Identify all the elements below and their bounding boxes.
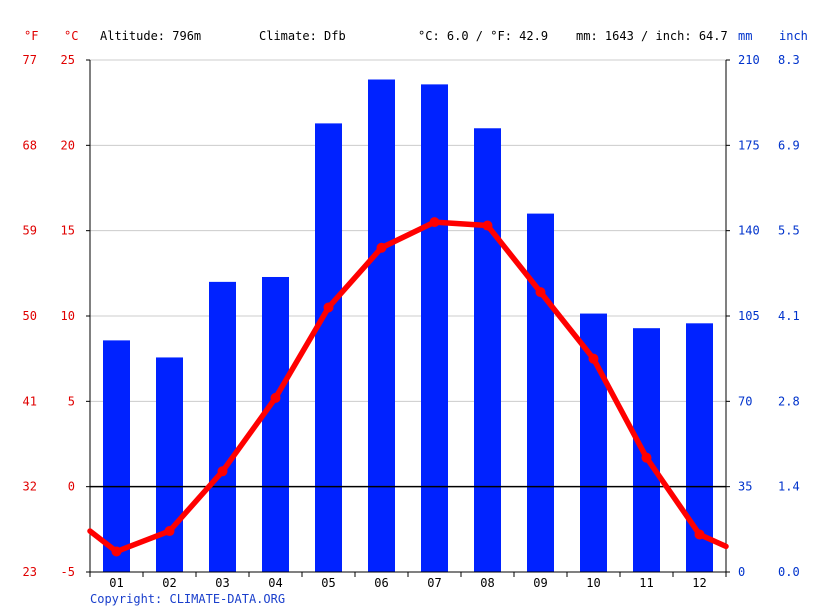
- precipitation-bar: [368, 79, 395, 572]
- temperature-point: [376, 242, 387, 253]
- celsius-tick-label: 25: [61, 53, 75, 67]
- altitude-label: Altitude: 796m: [100, 29, 202, 43]
- inch-tick-label: 8.3: [778, 53, 800, 67]
- fahrenheit-tick-label: 77: [23, 53, 37, 67]
- temperature-average-label: °C: 6.0 / °F: 42.9: [418, 29, 549, 43]
- temperature-point: [217, 466, 228, 477]
- celsius-tick-label: 20: [61, 138, 75, 152]
- mm-tick-label: 210: [738, 53, 760, 67]
- month-label: 09: [533, 576, 547, 590]
- mm-tick-label: 105: [738, 309, 760, 323]
- month-label: 08: [480, 576, 494, 590]
- precipitation-bar: [315, 123, 342, 572]
- precipitation-bar: [580, 313, 607, 572]
- fahrenheit-tick-label: 23: [23, 565, 37, 579]
- celsius-tick-label: 10: [61, 309, 75, 323]
- month-label: 02: [162, 576, 176, 590]
- mm-tick-label: 0: [738, 565, 745, 579]
- mm-tick-label: 35: [738, 480, 752, 494]
- inch-tick-label: 2.8: [778, 394, 800, 408]
- precipitation-bar: [474, 128, 501, 572]
- temperature-point: [641, 452, 652, 463]
- temperature-point: [588, 353, 599, 364]
- fahrenheit-tick-label: 59: [23, 224, 37, 238]
- inch-tick-label: 5.5: [778, 224, 800, 238]
- precipitation-total-label: mm: 1643 / inch: 64.7: [576, 29, 728, 43]
- celsius-tick-label: 15: [61, 224, 75, 238]
- inch-tick-label: 4.1: [778, 309, 800, 323]
- temperature-point: [429, 217, 440, 228]
- copyright-link[interactable]: Copyright: CLIMATE-DATA.ORG: [90, 592, 286, 606]
- celsius-tick-label: 0: [68, 480, 75, 494]
- month-label: 06: [374, 576, 388, 590]
- month-label: 07: [427, 576, 441, 590]
- temperature-point: [164, 526, 175, 537]
- temperature-point: [535, 287, 546, 298]
- fahrenheit-tick-label: 41: [23, 394, 37, 408]
- temperature-point: [482, 220, 493, 231]
- temperature-point: [694, 529, 705, 540]
- month-label: 12: [692, 576, 706, 590]
- fahrenheit-unit-label: °F: [24, 29, 39, 43]
- temperature-point: [270, 392, 281, 403]
- inch-tick-label: 1.4: [778, 480, 800, 494]
- celsius-unit-label: °C: [64, 29, 79, 43]
- temperature-point: [111, 546, 122, 557]
- precipitation-bar: [209, 281, 236, 572]
- precipitation-bar: [633, 328, 660, 572]
- precipitation-bar: [262, 276, 289, 572]
- precipitation-bar: [421, 84, 448, 572]
- fahrenheit-tick-label: 68: [23, 138, 37, 152]
- month-label: 10: [586, 576, 600, 590]
- inch-tick-label: 0.0: [778, 565, 800, 579]
- month-label: 03: [215, 576, 229, 590]
- inch-tick-label: 6.9: [778, 138, 800, 152]
- month-label: 05: [321, 576, 335, 590]
- inch-unit-label: inch: [779, 29, 808, 43]
- month-label: 01: [109, 576, 123, 590]
- temperature-line: [87, 219, 729, 555]
- month-label: 04: [268, 576, 282, 590]
- fahrenheit-tick-label: 32: [23, 480, 37, 494]
- precipitation-bar: [156, 357, 183, 572]
- mm-tick-label: 70: [738, 394, 752, 408]
- fahrenheit-tick-label: 50: [23, 309, 37, 323]
- celsius-tick-label: 5: [68, 394, 75, 408]
- precipitation-bar: [103, 340, 130, 572]
- mm-tick-label: 175: [738, 138, 760, 152]
- precipitation-bar: [527, 213, 554, 572]
- climate-label: Climate: Dfb: [259, 29, 346, 43]
- temperature-point: [323, 302, 334, 313]
- month-label: 11: [639, 576, 653, 590]
- celsius-tick-label: -5: [61, 565, 75, 579]
- mm-tick-label: 140: [738, 224, 760, 238]
- mm-unit-label: mm: [738, 29, 753, 43]
